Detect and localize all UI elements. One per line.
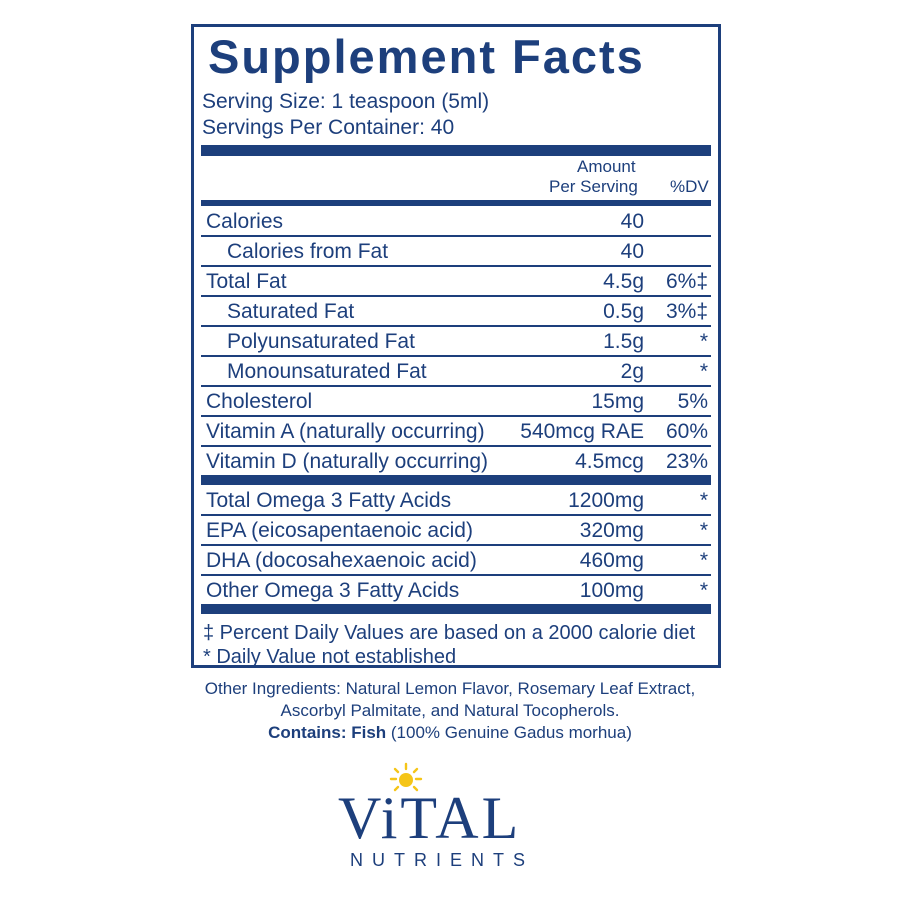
nutrient-dv: * (699, 579, 708, 602)
nutrient-amount: 0.5g (603, 300, 644, 323)
nutrient-name: Cholesterol (206, 390, 313, 413)
other-ingredients-line2: Ascorbyl Palmitate, and Natural Tocopher… (280, 701, 620, 720)
servings-per-container: Servings Per Container: 40 (202, 116, 455, 139)
nutrient-dv: * (699, 489, 708, 512)
nutrient-amount: 320mg (579, 519, 644, 542)
nutrient-name: Total Fat (206, 270, 287, 293)
row-divider (201, 415, 711, 417)
nutrient-name: Other Omega 3 Fatty Acids (206, 579, 460, 602)
nutrient-dv: 60% (665, 420, 708, 443)
table-row: Total Fat 4.5g 6%‡ (201, 267, 711, 297)
nutrient-dv: * (699, 360, 708, 383)
contains-detail: (100% Genuine Gadus morhua) (386, 723, 632, 742)
row-divider (201, 355, 711, 357)
contains-allergen: Contains: Fish (100% Genuine Gadus morhu… (150, 722, 750, 744)
row-divider (201, 574, 711, 576)
table-row: Other Omega 3 Fatty Acids 100mg * (201, 576, 711, 606)
divider-thick (201, 604, 711, 614)
table-row: Total Omega 3 Fatty Acids 1200mg * (201, 486, 711, 516)
table-row: Cholesterol 15mg 5% (201, 387, 711, 417)
dv-header: %DV (670, 177, 709, 196)
row-divider (201, 544, 711, 546)
nutrient-name: Polyunsaturated Fat (227, 330, 415, 353)
nutrient-amount: 15mg (591, 390, 644, 413)
table-row: EPA (eicosapentaenoic acid) 320mg * (201, 516, 711, 546)
table-row: Polyunsaturated Fat 1.5g * (201, 327, 711, 357)
nutrient-amount: 4.5g (603, 270, 644, 293)
nutrient-name: Total Omega 3 Fatty Acids (206, 489, 452, 512)
nutrient-dv: 23% (665, 450, 708, 473)
nutrient-name: Calories from Fat (227, 240, 389, 263)
nutrient-amount: 1.5g (603, 330, 644, 353)
sun-icon (389, 762, 423, 792)
nutrient-dv: * (699, 519, 708, 542)
nutrient-dv: 3%‡ (665, 300, 708, 323)
row-divider (201, 295, 711, 297)
divider-thick (201, 475, 711, 485)
nutrient-name: EPA (eicosapentaenoic acid) (206, 519, 473, 542)
divider-thick (201, 145, 711, 156)
nutrient-dv: * (699, 330, 708, 353)
nutrient-amount: 40 (620, 240, 644, 263)
nutrient-amount: 460mg (579, 549, 644, 572)
table-row: DHA (docosahexaenoic acid) 460mg * (201, 546, 711, 576)
nutrient-amount: 40 (620, 210, 644, 233)
nutrient-dv: 6%‡ (665, 270, 708, 293)
table-row: Calories from Fat 40 (201, 237, 711, 267)
row-divider (201, 385, 711, 387)
table-row: Saturated Fat 0.5g 3%‡ (201, 297, 711, 327)
nutrient-name: DHA (docosahexaenoic acid) (206, 549, 477, 572)
row-divider (201, 325, 711, 327)
per-serving-header: Per Serving (549, 177, 638, 196)
divider-medium (201, 200, 711, 206)
nutrient-name: Vitamin A (naturally occurring) (206, 420, 485, 443)
nutrient-amount: 4.5mcg (575, 450, 644, 473)
nutrient-amount: 540mcg RAE (520, 420, 644, 443)
serving-size: Serving Size: 1 teaspoon (5ml) (202, 90, 490, 113)
table-row: Vitamin D (naturally occurring) 4.5mcg 23% (201, 447, 711, 477)
vital-nutrients-logo: ViTAL NUTRIENTS (330, 760, 570, 875)
row-divider (201, 235, 711, 237)
table-row: Monounsaturated Fat 2g * (201, 357, 711, 387)
nutrient-name: Saturated Fat (227, 300, 355, 323)
other-ingredients-line1: Other Ingredients: Natural Lemon Flavor,… (204, 679, 696, 698)
nutrient-name: Vitamin D (naturally occurring) (206, 450, 489, 473)
nutrient-name: Monounsaturated Fat (227, 360, 427, 383)
footnote-percent-dv: ‡ Percent Daily Values are based on a 20… (203, 622, 696, 644)
nutrient-amount: 100mg (579, 579, 644, 602)
nutrient-dv: * (699, 549, 708, 572)
contains-label: Contains: Fish (268, 723, 387, 742)
brand-subtitle: NUTRIENTS (350, 850, 534, 870)
panel-title: Supplement Facts (208, 30, 645, 83)
nutrient-amount: 1200mg (568, 489, 644, 512)
nutrient-amount: 2g (620, 360, 644, 383)
row-divider (201, 514, 711, 516)
table-row: Calories 40 (201, 207, 711, 237)
nutrient-name: Calories (206, 210, 284, 233)
row-divider (201, 445, 711, 447)
nutrient-dv: 5% (677, 390, 708, 413)
brand-name: ViTAL (338, 785, 522, 851)
footnote-not-established: * Daily Value not established (203, 646, 457, 668)
amount-header: Amount (577, 157, 636, 176)
row-divider (201, 265, 711, 267)
table-row: Vitamin A (naturally occurring) 540mcg RA… (201, 417, 711, 447)
supplement-facts-panel: Supplement Facts Serving Size: 1 teaspoo… (191, 24, 721, 668)
